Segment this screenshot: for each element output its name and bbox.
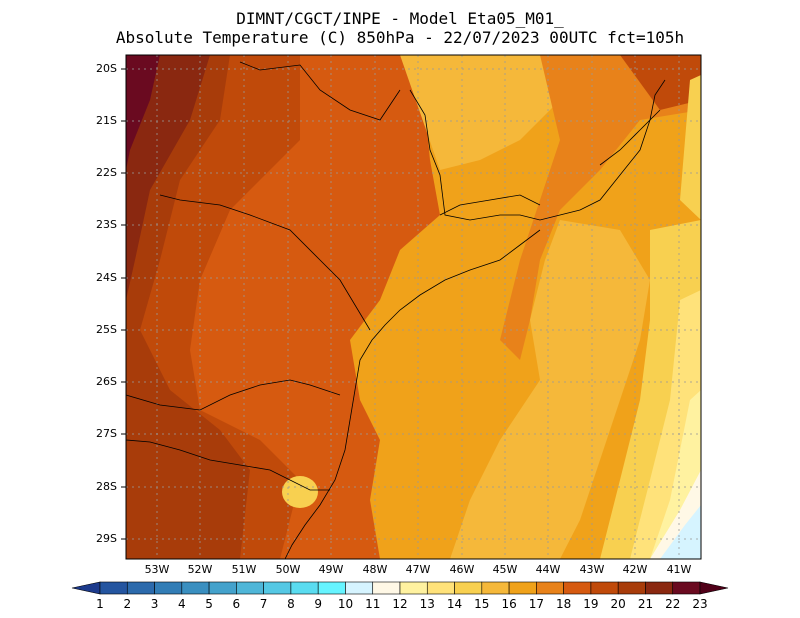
colorbar-swatch: [454, 581, 483, 595]
colorbar-label: 1: [96, 597, 104, 611]
field-warm-spot: [282, 476, 318, 508]
colorbar-label: 12: [392, 597, 408, 611]
colorbar-swatch: [317, 581, 346, 595]
colorbar-label: 18: [555, 597, 572, 611]
state-border-6: [599, 109, 661, 166]
lon-label: 52W: [187, 563, 213, 576]
colorbar-swatch: [345, 581, 374, 595]
colorbar-swatch: [645, 581, 674, 595]
state-border-2: [159, 194, 371, 331]
colorbar-swatch: [563, 581, 592, 595]
colorbar-label: 15: [474, 597, 490, 611]
colorbar-label: 5: [205, 597, 213, 611]
lat-label: 20S: [96, 62, 117, 75]
lat-label: 27S: [96, 427, 117, 440]
colorbar-label: 8: [287, 597, 295, 611]
colorbar-swatch: [372, 581, 401, 595]
colorbar-label: 2: [123, 597, 132, 611]
colorbar-label: 6: [232, 597, 241, 611]
colorbar-swatch: [263, 581, 292, 595]
colorbar-label: 11: [365, 597, 381, 611]
colorbar-arrow-right: [699, 581, 729, 595]
lon-label: 47W: [405, 563, 431, 576]
lon-label: 44W: [535, 563, 561, 576]
field-15-ne: [680, 75, 701, 220]
lon-label: 51W: [231, 563, 257, 576]
colorbar-label: 13: [419, 597, 435, 611]
colorbar-swatch: [617, 581, 646, 595]
state-border-3: [126, 379, 341, 411]
colorbar-label: 23: [692, 597, 708, 611]
colorbar-swatch: [590, 581, 619, 595]
state-border-5: [439, 194, 541, 216]
colorbar-swatch: [426, 581, 455, 595]
lon-label: 41W: [666, 563, 692, 576]
lon-label: 42W: [622, 563, 648, 576]
lon-label: 48W: [362, 563, 388, 576]
colorbar-label: 22: [665, 597, 681, 611]
colorbar-swatch: [290, 581, 319, 595]
lat-label: 26S: [96, 375, 117, 388]
chart-title-line2: Absolute Temperature (C) 850hPa - 22/07/…: [115, 28, 685, 47]
colorbar-arrow-left: [71, 581, 101, 595]
colorbar-label: 10: [337, 597, 354, 611]
colorbar-swatch: [181, 581, 210, 595]
state-border-4: [126, 439, 330, 491]
lat-label: 29S: [96, 532, 117, 545]
lon-label: 46W: [449, 563, 475, 576]
colorbar-swatch: [399, 581, 428, 595]
colorbar-swatch: [236, 581, 264, 595]
lat-label: 25S: [96, 323, 117, 336]
field-16: [400, 55, 560, 170]
field-16-east: [450, 220, 650, 559]
lat-label: 21S: [96, 114, 117, 127]
colorbar-swatch: [126, 581, 155, 595]
colorbar-label: 20: [610, 597, 626, 611]
lon-label: 50W: [275, 563, 301, 576]
lon-label: 45W: [492, 563, 518, 576]
coastline-se: [409, 79, 666, 221]
field-11-east: [660, 505, 701, 559]
colorbar-label: 3: [150, 597, 159, 611]
lon-label: 43W: [579, 563, 605, 576]
chart-title-line1: DIMNT/CGCT/INPE - Model Eta05_M01_: [236, 9, 564, 28]
lon-label: 53W: [144, 563, 170, 576]
colorbar-label: 14: [446, 597, 463, 611]
field-20-east: [620, 55, 701, 110]
state-border-1: [239, 61, 401, 121]
colorbar-label: 7: [259, 597, 268, 611]
colorbar-swatch: [208, 581, 237, 595]
colorbar-label: 9: [314, 597, 322, 611]
field-23: [126, 55, 160, 170]
colorbar-label: 4: [177, 597, 186, 611]
coastline-south: [284, 229, 541, 559]
colorbar-label: 19: [583, 597, 599, 611]
lat-label: 24S: [96, 271, 117, 284]
lon-label: 49W: [318, 563, 344, 576]
field-22: [126, 55, 210, 300]
lat-label: 23S: [96, 218, 117, 231]
colorbar-swatch: [508, 581, 537, 595]
colorbar-swatch: [99, 581, 128, 595]
lat-label: 28S: [96, 480, 117, 493]
colorbar-swatch: [536, 581, 564, 595]
map-frame: [125, 54, 702, 560]
colorbar-swatch: [481, 581, 510, 595]
lat-label: 22S: [96, 166, 117, 179]
colorbar-label: 17: [528, 597, 544, 611]
colorbar-label: 16: [501, 597, 517, 611]
colorbar-label: 21: [637, 597, 654, 611]
colorbar-swatch: [672, 581, 701, 595]
colorbar-swatch: [154, 581, 183, 595]
